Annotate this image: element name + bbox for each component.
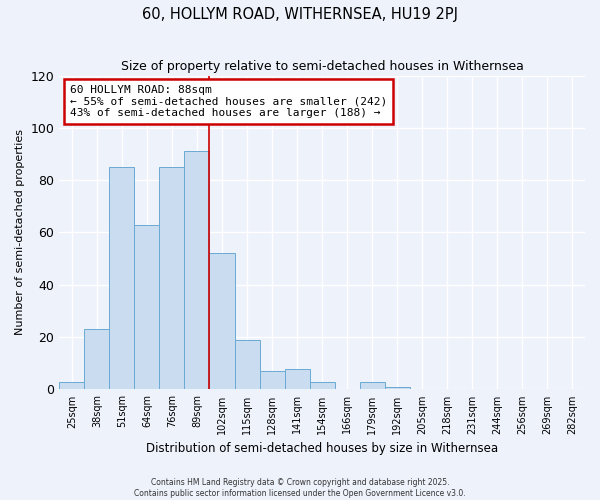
Bar — [160, 167, 184, 390]
Bar — [109, 167, 134, 390]
Bar — [59, 382, 85, 390]
Text: 60, HOLLYM ROAD, WITHERNSEA, HU19 2PJ: 60, HOLLYM ROAD, WITHERNSEA, HU19 2PJ — [142, 8, 458, 22]
Bar — [260, 371, 284, 390]
Bar — [310, 382, 335, 390]
Bar — [134, 224, 160, 390]
Bar — [85, 330, 109, 390]
Bar — [184, 152, 209, 390]
Bar — [385, 387, 410, 390]
Text: Contains HM Land Registry data © Crown copyright and database right 2025.
Contai: Contains HM Land Registry data © Crown c… — [134, 478, 466, 498]
Bar — [284, 368, 310, 390]
Y-axis label: Number of semi-detached properties: Number of semi-detached properties — [15, 130, 25, 336]
Title: Size of property relative to semi-detached houses in Withernsea: Size of property relative to semi-detach… — [121, 60, 524, 73]
Bar — [209, 254, 235, 390]
X-axis label: Distribution of semi-detached houses by size in Withernsea: Distribution of semi-detached houses by … — [146, 442, 498, 455]
Bar — [359, 382, 385, 390]
Text: 60 HOLLYM ROAD: 88sqm
← 55% of semi-detached houses are smaller (242)
43% of sem: 60 HOLLYM ROAD: 88sqm ← 55% of semi-deta… — [70, 85, 387, 118]
Bar — [235, 340, 260, 390]
